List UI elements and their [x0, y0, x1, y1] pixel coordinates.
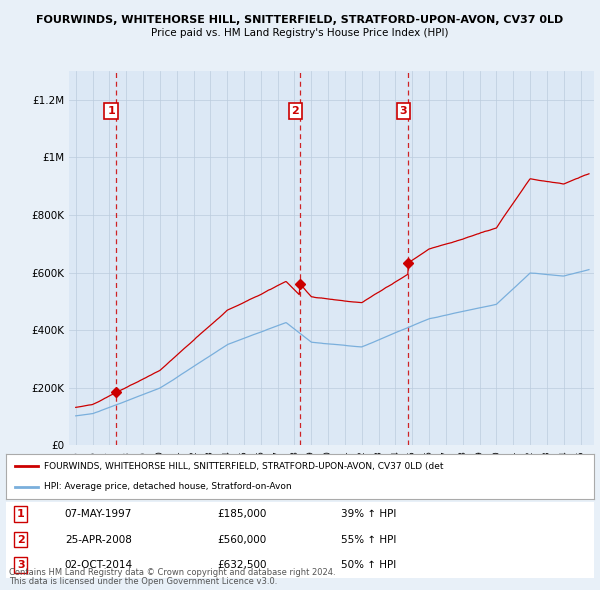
- Text: 2: 2: [17, 535, 25, 545]
- Text: 3: 3: [17, 560, 25, 570]
- Text: Price paid vs. HM Land Registry's House Price Index (HPI): Price paid vs. HM Land Registry's House …: [151, 28, 449, 38]
- Text: 50% ↑ HPI: 50% ↑ HPI: [341, 560, 397, 570]
- Text: HPI: Average price, detached house, Stratford-on-Avon: HPI: Average price, detached house, Stra…: [44, 482, 292, 491]
- Text: 55% ↑ HPI: 55% ↑ HPI: [341, 535, 397, 545]
- Text: £632,500: £632,500: [218, 560, 267, 570]
- Text: 25-APR-2008: 25-APR-2008: [65, 535, 131, 545]
- Text: 1: 1: [107, 106, 115, 116]
- Text: FOURWINDS, WHITEHORSE HILL, SNITTERFIELD, STRATFORD-UPON-AVON, CV37 0LD: FOURWINDS, WHITEHORSE HILL, SNITTERFIELD…: [37, 15, 563, 25]
- Text: 02-OCT-2014: 02-OCT-2014: [65, 560, 133, 570]
- Text: This data is licensed under the Open Government Licence v3.0.: This data is licensed under the Open Gov…: [9, 577, 277, 586]
- Text: FOURWINDS, WHITEHORSE HILL, SNITTERFIELD, STRATFORD-UPON-AVON, CV37 0LD (det: FOURWINDS, WHITEHORSE HILL, SNITTERFIELD…: [44, 462, 444, 471]
- Text: 1: 1: [17, 509, 25, 519]
- Text: Contains HM Land Registry data © Crown copyright and database right 2024.: Contains HM Land Registry data © Crown c…: [9, 568, 335, 577]
- Text: 39% ↑ HPI: 39% ↑ HPI: [341, 509, 397, 519]
- Text: 3: 3: [400, 106, 407, 116]
- Text: 2: 2: [292, 106, 299, 116]
- Text: 07-MAY-1997: 07-MAY-1997: [65, 509, 132, 519]
- Text: £185,000: £185,000: [218, 509, 267, 519]
- Text: £560,000: £560,000: [218, 535, 267, 545]
